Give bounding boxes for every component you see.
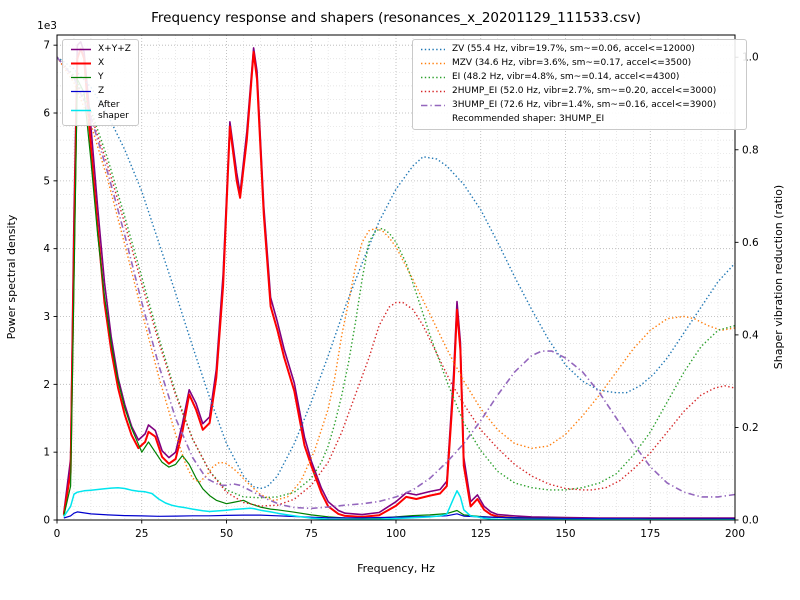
series-line-x <box>62 47 735 520</box>
y-right-tick-label: 0.2 <box>742 422 759 434</box>
legend-sample-3hump-ei <box>421 104 445 107</box>
series-line-mzv <box>57 56 735 502</box>
y-right-axis-label: Shaper vibration reduction (ratio) <box>772 185 785 369</box>
legend-entry-zv: ZV (55.4 Hz, vibr=19.7%, sm~=0.06, accel… <box>420 44 739 55</box>
y-right-tick-label: 0.8 <box>742 144 759 156</box>
legend-sample-x <box>71 62 91 65</box>
legend-psd: X+Y+Z X Y Z After shaper <box>62 39 139 127</box>
x-tick-label: 0 <box>54 528 61 540</box>
legend-sample-after-shaper <box>71 109 91 112</box>
legend-label: X+Y+Z <box>98 44 131 55</box>
legend-entry-x: X <box>70 58 131 69</box>
y-left-tick-label: 0 <box>43 515 50 527</box>
legend-label: MZV (34.6 Hz, vibr=3.6%, sm~=0.17, accel… <box>452 58 692 69</box>
series-lines <box>57 41 735 520</box>
legend-sample-2hump-ei <box>421 90 445 93</box>
y-left-tick-label: 3 <box>43 311 50 323</box>
legend-sample-zv <box>421 48 445 51</box>
plot-border <box>56 34 736 521</box>
series-line-y <box>63 78 735 520</box>
y-left-tick-label: 7 <box>43 40 50 52</box>
series-line-zv <box>57 56 735 490</box>
legend-sample-z <box>71 90 91 93</box>
legend-entry-xyz: X+Y+Z <box>70 44 131 55</box>
x-tick-label: 25 <box>135 528 148 540</box>
legend-entry-after-shaper: After shaper <box>70 100 131 121</box>
y-left-offset-text: 1e3 <box>37 20 57 32</box>
legend-entry-ei: EI (48.2 Hz, vibr=4.8%, sm~=0.14, accel<… <box>420 72 739 83</box>
series-line-3hump-ei <box>57 56 735 510</box>
legend-entry-z: Z <box>70 86 131 97</box>
legend-sample-xyz <box>71 48 91 51</box>
legend-footer-row: Recommended shaper: 3HUMP_EI <box>420 114 739 125</box>
x-axis-label: Frequency, Hz <box>357 562 435 575</box>
x-tick-label: 150 <box>555 528 575 540</box>
series-line-2hump-ei <box>57 56 735 507</box>
legend-entry-y: Y <box>70 72 131 83</box>
legend-sample-y <box>71 76 91 79</box>
legend-footer: Recommended shaper: 3HUMP_EI <box>452 114 605 124</box>
series-line-after-shaper <box>63 487 735 520</box>
y-right-tick-label: 0.4 <box>742 329 759 341</box>
legend-label: EI (48.2 Hz, vibr=4.8%, sm~=0.14, accel<… <box>452 72 680 83</box>
y-left-tick-label: 4 <box>43 243 50 255</box>
y-left-tick-label: 2 <box>43 379 50 391</box>
x-tick-label: 100 <box>386 528 406 540</box>
legend-entry-mzv: MZV (34.6 Hz, vibr=3.6%, sm~=0.17, accel… <box>420 58 739 69</box>
x-tick-label: 50 <box>220 528 233 540</box>
legend-sample-ei <box>421 76 445 79</box>
y-left-tick-label: 5 <box>43 175 50 187</box>
y-right-tick-label: 0.0 <box>742 515 759 527</box>
legend-label: 2HUMP_EI (52.0 Hz, vibr=2.7%, sm~=0.20, … <box>452 86 717 97</box>
x-tick-label: 175 <box>640 528 660 540</box>
legend-entry-2hump-ei: 2HUMP_EI (52.0 Hz, vibr=2.7%, sm~=0.20, … <box>420 86 739 97</box>
legend-sample-mzv <box>421 62 445 65</box>
legend-label: X <box>98 58 105 69</box>
y-left-axis-label: Power spectral density <box>5 214 18 339</box>
y-left-tick-label: 1 <box>43 447 50 459</box>
chart-title: Frequency response and shapers (resonanc… <box>151 10 641 26</box>
legend-label: Y <box>98 72 104 83</box>
legend-entry-3hump-ei: 3HUMP_EI (72.6 Hz, vibr=1.4%, sm~=0.16, … <box>420 100 739 111</box>
legend-label: Z <box>98 86 105 97</box>
axis-ticks: 0 25 50 75 100 125 150 175 200 0 1 2 3 4 5 6 7 0.0 0.2 0.4 0… <box>43 40 759 540</box>
x-tick-label: 75 <box>305 528 318 540</box>
x-tick-label: 200 <box>725 528 745 540</box>
legend-label: After shaper <box>98 100 129 121</box>
legend-label: ZV (55.4 Hz, vibr=19.7%, sm~=0.06, accel… <box>452 44 695 55</box>
y-left-tick-label: 6 <box>43 108 50 120</box>
legend-label: 3HUMP_EI (72.6 Hz, vibr=1.4%, sm~=0.16, … <box>452 100 717 111</box>
legend-shapers: ZV (55.4 Hz, vibr=19.7%, sm~=0.06, accel… <box>412 39 747 130</box>
x-tick-label: 125 <box>471 528 491 540</box>
y-right-tick-label: 0.6 <box>742 237 759 249</box>
